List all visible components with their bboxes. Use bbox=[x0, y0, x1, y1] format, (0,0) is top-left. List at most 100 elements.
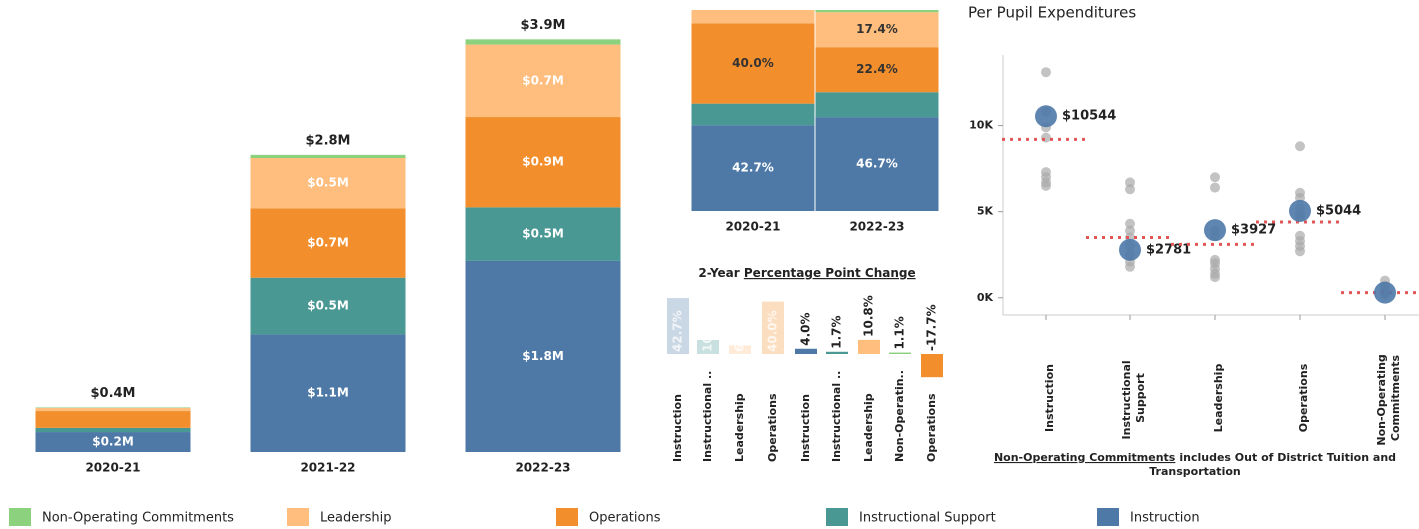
legend-swatch bbox=[9, 508, 31, 526]
value-label: $0.9M bbox=[522, 155, 564, 169]
highlight-dot bbox=[1119, 238, 1141, 261]
note: Non-Operating Commitments includes Out of… bbox=[994, 451, 1396, 464]
value-label: 42.7% bbox=[671, 310, 685, 352]
bar-segment bbox=[465, 39, 621, 45]
x-tick-label: Leadership bbox=[1212, 364, 1225, 433]
x-tick-label: Instruction bbox=[799, 394, 812, 462]
dot bbox=[1125, 225, 1135, 236]
dot bbox=[1210, 272, 1220, 283]
bar-segment bbox=[465, 117, 621, 208]
bar-segment bbox=[35, 407, 191, 408]
bar bbox=[762, 301, 784, 354]
bar-segment bbox=[250, 334, 406, 452]
bar-segment bbox=[691, 10, 815, 24]
bar-segment bbox=[815, 117, 939, 211]
bar bbox=[667, 298, 689, 354]
bar-segment bbox=[35, 407, 191, 412]
x-tick-label: Operations bbox=[1297, 363, 1310, 432]
bar-segment bbox=[465, 260, 621, 452]
bar-segment bbox=[815, 10, 939, 13]
x-tick-label: 2022-23 bbox=[849, 220, 904, 234]
value-label: 40.0% bbox=[732, 56, 774, 70]
x-tick-label: Instructional .. bbox=[701, 371, 714, 462]
value-label: $3927 bbox=[1231, 223, 1276, 238]
value-label: $10544 bbox=[1062, 109, 1116, 124]
value-label: 42.7% bbox=[732, 161, 774, 175]
value-label: $0.2M bbox=[92, 435, 134, 449]
bar bbox=[729, 345, 751, 354]
value-label: 22.4% bbox=[856, 62, 898, 76]
chart-title: 2-Year Percentage Point Change bbox=[698, 266, 915, 280]
x-tick-label: Non-Operating Commitments bbox=[1375, 350, 1402, 445]
label-line: Operations bbox=[1297, 363, 1310, 432]
label-line: Non-Operating bbox=[1375, 350, 1388, 445]
x-tick-label: Instructional .. bbox=[830, 371, 843, 462]
note-text: includes Out of District Tuition and bbox=[1179, 451, 1396, 464]
bar-segment bbox=[35, 432, 191, 452]
legend-swatch bbox=[287, 508, 309, 526]
bar bbox=[795, 348, 817, 354]
bar bbox=[858, 339, 880, 354]
bar-segment bbox=[250, 154, 406, 158]
bar-segment bbox=[815, 12, 939, 48]
value-label: $1.8M bbox=[522, 349, 564, 363]
total-label: $3.9M bbox=[520, 18, 565, 33]
x-tick-label: Non-Operatin.. bbox=[893, 370, 906, 462]
dot bbox=[1295, 141, 1305, 152]
label-line: Leadership bbox=[1212, 364, 1225, 433]
value-label: 10.8% bbox=[862, 295, 876, 337]
bar-segment bbox=[35, 427, 191, 433]
x-tick-label: Operations bbox=[925, 393, 938, 462]
value-label: $0.7M bbox=[307, 236, 349, 250]
bar-segment bbox=[691, 125, 815, 211]
value-label: $1.1M bbox=[307, 386, 349, 400]
legend-swatch bbox=[826, 508, 848, 526]
x-tick-label: Instruction bbox=[1043, 364, 1056, 432]
value-label: 1.1% bbox=[893, 316, 907, 349]
value-label: $0.5M bbox=[307, 299, 349, 313]
dot bbox=[1041, 132, 1051, 143]
label-line: Support bbox=[1134, 373, 1147, 423]
bar bbox=[697, 339, 719, 354]
x-tick-label: Leadership bbox=[733, 393, 746, 462]
legend-label: Instructional Support bbox=[859, 511, 996, 526]
label-line: Instruction bbox=[1043, 364, 1056, 432]
x-tick-label: 2020-21 bbox=[85, 461, 140, 475]
title-part: 2-Year bbox=[698, 266, 744, 280]
value-label: 10.7% bbox=[701, 310, 715, 352]
bar bbox=[889, 352, 911, 354]
bar-segment bbox=[250, 158, 406, 209]
highlight-dot bbox=[1204, 219, 1226, 242]
highlight-dot bbox=[1374, 281, 1396, 304]
bar-segment bbox=[465, 44, 621, 118]
x-tick-label: 2022-23 bbox=[515, 461, 570, 475]
label-line: Instructional bbox=[1120, 357, 1133, 440]
value-label: 40.0% bbox=[766, 310, 780, 352]
bar-segment bbox=[250, 208, 406, 278]
legend-label: Operations bbox=[589, 511, 661, 526]
dot bbox=[1210, 182, 1220, 193]
dot bbox=[1041, 67, 1051, 78]
y-tick-label: 10K bbox=[969, 119, 993, 132]
bar-segment bbox=[465, 207, 621, 261]
value-label: $0.7M bbox=[522, 73, 564, 87]
bar-segment bbox=[691, 23, 815, 104]
x-tick-label: 2020-21 bbox=[725, 220, 780, 234]
dot bbox=[1125, 261, 1135, 272]
x-tick-label: Leadership bbox=[862, 393, 875, 462]
x-tick-label: Operations bbox=[766, 393, 779, 462]
value-label: 4.0% bbox=[799, 312, 813, 345]
chart-title: Per Pupil Expenditures bbox=[968, 4, 1136, 22]
highlight-dot bbox=[1289, 199, 1311, 222]
legend-label: Leadership bbox=[320, 511, 391, 526]
total-label: $2.8M bbox=[305, 133, 350, 148]
value-label: 46.7% bbox=[856, 157, 898, 171]
dot bbox=[1125, 184, 1135, 195]
value-label: 17.4% bbox=[856, 22, 898, 36]
y-tick-label: 5K bbox=[977, 205, 994, 218]
value-label: $2781 bbox=[1146, 242, 1191, 257]
highlight-dot bbox=[1035, 105, 1057, 128]
value-label: 1.7% bbox=[830, 315, 844, 348]
legend-swatch bbox=[556, 508, 578, 526]
